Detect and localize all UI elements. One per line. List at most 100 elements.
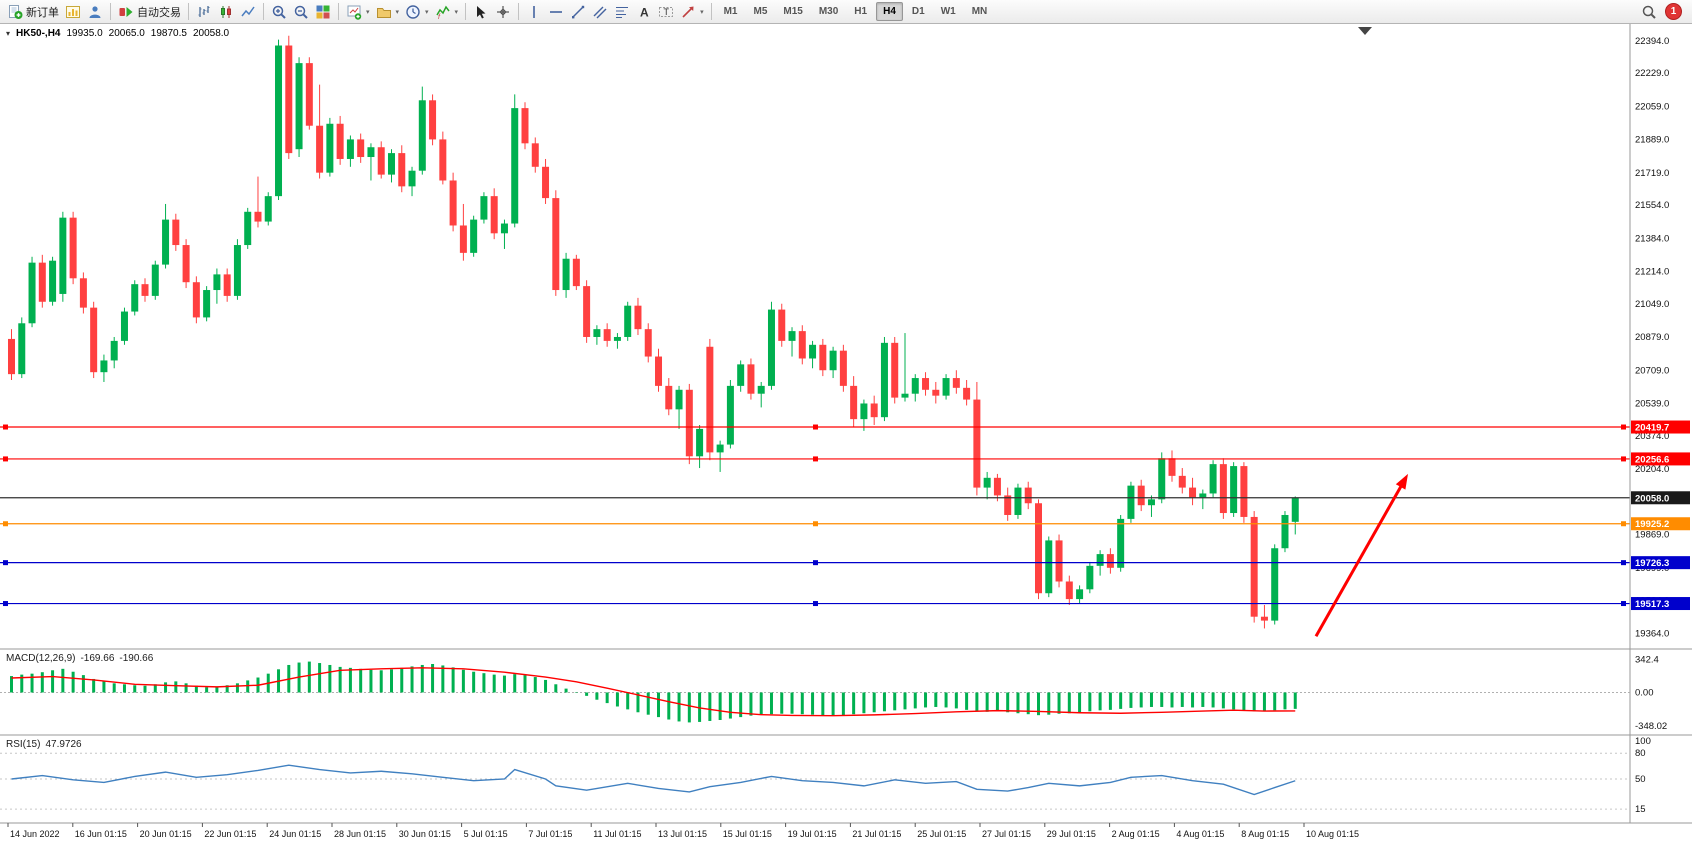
label-button[interactable]: T	[655, 2, 677, 22]
auto-trading-button-label: 自动交易	[137, 6, 181, 19]
chart-shift-marker[interactable]	[1358, 27, 1372, 35]
line-chart-icon	[240, 4, 256, 20]
chart-window-button[interactable]	[62, 2, 84, 22]
macd-axis-label: 342.4	[1635, 654, 1659, 665]
svg-text:19517.3: 19517.3	[1635, 599, 1669, 610]
auto-trading-button[interactable]: 自动交易	[115, 2, 184, 22]
timeframe-d1[interactable]: D1	[911, 6, 925, 17]
time-axis[interactable]: 14 Jun 2022 16 Jun 01:15 20 Jun 01:15 22 Ju…	[7, 823, 1359, 839]
svg-text:30 Jun 01:15: 30 Jun 01:15	[399, 829, 451, 839]
mac d-signal-value: -190.66	[119, 653, 154, 664]
timeframe-m5[interactable]: M5	[753, 6, 768, 17]
arrows-button[interactable]: ▾	[677, 2, 707, 22]
auto-trading-icon	[118, 4, 134, 20]
svg-text:20419.7: 20419.7	[1635, 423, 1669, 434]
timeframe-mn[interactable]: MN	[971, 6, 988, 17]
bar-chart-icon	[196, 4, 212, 20]
zoom-out-button[interactable]	[290, 2, 312, 22]
timeframe-m30[interactable]: M30	[818, 6, 839, 17]
chevron-down-icon: ▾	[454, 8, 459, 16]
chart-low-value: 19870.5	[150, 28, 187, 39]
market-watch-icon	[87, 4, 103, 20]
horizontal-line-object[interactable]	[0, 424, 1630, 430]
horizontal-line-object[interactable]	[0, 456, 1630, 462]
tile-windows-icon	[315, 4, 331, 20]
price-chart[interactable]: 22394.0 22229.0 22059.0 21889.0 21719.0 21554…	[0, 24, 1692, 846]
svg-text:11 Jul 01:15: 11 Jul 01:15	[593, 829, 641, 839]
trend-arrow-object[interactable]	[1314, 473, 1408, 638]
price-badge: 20419.7	[1631, 420, 1690, 434]
horizontal-line-button[interactable]	[545, 2, 567, 22]
svg-text:20374.0: 20374.0	[1635, 431, 1669, 442]
svg-text:f: f	[438, 14, 441, 20]
candles	[8, 35, 1299, 629]
notification-badge[interactable]: 1	[1665, 3, 1682, 20]
chart-high-value: 20065.0	[108, 28, 145, 39]
svg-text:20879.0: 20879.0	[1635, 332, 1669, 343]
indicators-button[interactable]: f ▾	[432, 2, 462, 22]
channel-icon	[592, 4, 608, 20]
timeframe-m1[interactable]: M1	[723, 6, 738, 17]
svg-text:21554.0: 21554.0	[1635, 200, 1669, 211]
rsi-indicator-label: RSI(15) 47.9726	[6, 739, 82, 750]
market-watch-button[interactable]	[84, 2, 106, 22]
cursor-button[interactable]	[470, 2, 492, 22]
toolbar-left-group: 新订单 自动交易 ▾ ▾ ▾ f ▾ A T ▾ M1 M5 M15 M30 H1 H4 D1 W1 MN	[4, 0, 995, 23]
new-chart-button[interactable]: ▾	[343, 2, 373, 22]
svg-text:19 Jul 01:15: 19 Jul 01:15	[788, 829, 837, 839]
svg-text:13 Jul 01:15: 13 Jul 01:15	[658, 829, 707, 839]
horizontal-line-object[interactable]	[0, 521, 1630, 527]
chart-window-icon	[65, 4, 81, 20]
svg-text:21049.0: 21049.0	[1635, 299, 1669, 310]
timeframe-h4[interactable]: H4	[876, 2, 903, 21]
zoom-in-icon	[271, 4, 287, 20]
toolbar-separator	[188, 3, 189, 20]
rsi-value: 47.9726	[45, 739, 82, 750]
svg-text:20539.0: 20539.0	[1635, 399, 1669, 410]
timeframe-w1[interactable]: W1	[940, 6, 956, 17]
chart-window[interactable]: 22394.0 22229.0 22059.0 21889.0 21719.0 21554…	[0, 24, 1692, 846]
channel-button[interactable]	[589, 2, 611, 22]
cursor-icon	[473, 4, 489, 20]
toolbar-separator	[263, 3, 264, 20]
chevron-down-icon[interactable]: ▾	[6, 29, 11, 38]
period-button[interactable]: ▾	[402, 2, 432, 22]
line-chart-button[interactable]	[237, 2, 259, 22]
macd-axis-label: -348.02	[1635, 721, 1667, 732]
svg-text:21719.0: 21719.0	[1635, 168, 1669, 179]
vertical-line-button[interactable]	[523, 2, 545, 22]
svg-text:10 Aug 01:15: 10 Aug 01:15	[1306, 829, 1359, 839]
bar-chart-button[interactable]	[193, 2, 215, 22]
svg-text:21214.0: 21214.0	[1635, 267, 1669, 278]
svg-text:4 Aug 01:15: 4 Aug 01:15	[1176, 829, 1224, 839]
rsi-axis-label: 80	[1635, 748, 1646, 759]
new-order-button[interactable]: 新订单	[4, 2, 62, 22]
tile-windows-button[interactable]	[312, 2, 334, 22]
profiles-button[interactable]: ▾	[373, 2, 403, 22]
svg-text:14 Jun 2022: 14 Jun 2022	[10, 829, 60, 839]
macd-histogram	[10, 661, 1297, 723]
macd-name: MACD(12,26,9)	[6, 653, 76, 664]
candlestick-chart-button[interactable]	[215, 2, 237, 22]
crosshair-button[interactable]	[492, 2, 514, 22]
svg-text:22 Jun 01:15: 22 Jun 01:15	[204, 829, 256, 839]
notification-count: 1	[1670, 6, 1677, 17]
price-badge: 19517.3	[1631, 597, 1690, 611]
profiles-icon	[376, 4, 392, 20]
svg-text:2 Aug 01:15: 2 Aug 01:15	[1112, 829, 1160, 839]
text-button[interactable]: A	[633, 2, 655, 22]
macd-main-value: -169.66	[80, 653, 115, 664]
svg-text:29 Jul 01:15: 29 Jul 01:15	[1047, 829, 1096, 839]
trendline-button[interactable]	[567, 2, 589, 22]
clock-icon	[405, 4, 421, 20]
zoom-in-button[interactable]	[268, 2, 290, 22]
horizontal-line-object[interactable]	[0, 601, 1630, 607]
search-button[interactable]	[1638, 2, 1660, 22]
timeframe-m15[interactable]: M15	[783, 6, 803, 17]
horizontal-line-object[interactable]	[0, 560, 1630, 566]
timeframe-h1[interactable]: H1	[854, 6, 868, 17]
zoom-out-icon	[293, 4, 309, 20]
fibonacci-button[interactable]	[611, 2, 633, 22]
svg-text:19925.2: 19925.2	[1635, 519, 1669, 530]
price-axis[interactable]: 22394.0 22229.0 22059.0 21889.0 21719.0 21554…	[1635, 36, 1669, 640]
